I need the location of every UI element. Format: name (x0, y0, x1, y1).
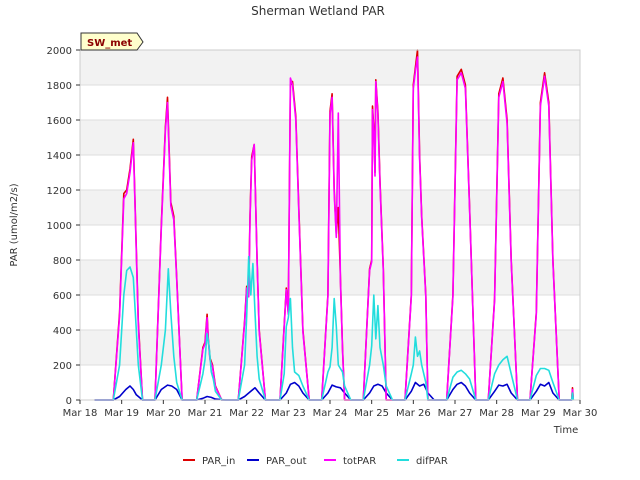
y-tick-label: 800 (53, 256, 72, 267)
x-tick-label: Mar 21 (188, 408, 223, 419)
y-tick-label: 0 (66, 396, 72, 407)
x-axis-title: Time (553, 425, 578, 436)
y-tick-label: 1000 (47, 221, 72, 232)
background-band (80, 190, 580, 225)
y-tick-label: 1400 (47, 151, 72, 162)
x-tick-label: Mar 24 (313, 408, 348, 419)
x-tick-label: Mar 22 (229, 408, 264, 419)
legend-label: PAR_in (202, 456, 235, 467)
y-axis-title: PAR (umol/m2/s) (9, 183, 20, 266)
badge-label: SW_met (87, 38, 132, 49)
legend-label: PAR_out (266, 456, 307, 467)
background-band (80, 225, 580, 260)
y-tick-label: 1800 (47, 81, 72, 92)
x-tick-label: Mar 23 (271, 408, 306, 419)
y-tick-label: 1600 (47, 116, 72, 127)
x-tick-label: Mar 19 (104, 408, 139, 419)
x-axis-ticks: Mar 18 Mar 19 Mar 20 Mar 21 Mar 22 Mar 23 Mar … (63, 400, 598, 419)
y-tick-label: 2000 (47, 46, 72, 57)
background-band (80, 295, 580, 330)
x-tick-label: Mar 29 (521, 408, 556, 419)
x-tick-label: Mar 18 (63, 408, 98, 419)
x-tick-label: Mar 20 (146, 408, 181, 419)
legend-label: totPAR (343, 456, 376, 467)
y-tick-label: 600 (53, 291, 72, 302)
background-band (80, 50, 580, 85)
y-tick-label: 200 (53, 361, 72, 372)
sw-met-badge: SW_met (80, 32, 144, 51)
legend: PAR_in PAR_out totPAR difPAR (183, 456, 448, 467)
background-band (80, 260, 580, 295)
x-tick-label: Mar 25 (354, 408, 389, 419)
legend-label: difPAR (416, 456, 448, 467)
y-tick-label: 400 (53, 326, 72, 337)
x-tick-label: Mar 28 (479, 408, 514, 419)
x-tick-label: Mar 26 (396, 408, 431, 419)
y-axis-ticks: 0 200 400 600 800 1000 1200 1400 1600 1800 2000 (47, 46, 80, 407)
chart-title: Sherman Wetland PAR (251, 4, 385, 18)
y-tick-label: 1200 (47, 186, 72, 197)
x-tick-label: Mar 27 (438, 408, 473, 419)
x-tick-label: Mar 30 (563, 408, 598, 419)
